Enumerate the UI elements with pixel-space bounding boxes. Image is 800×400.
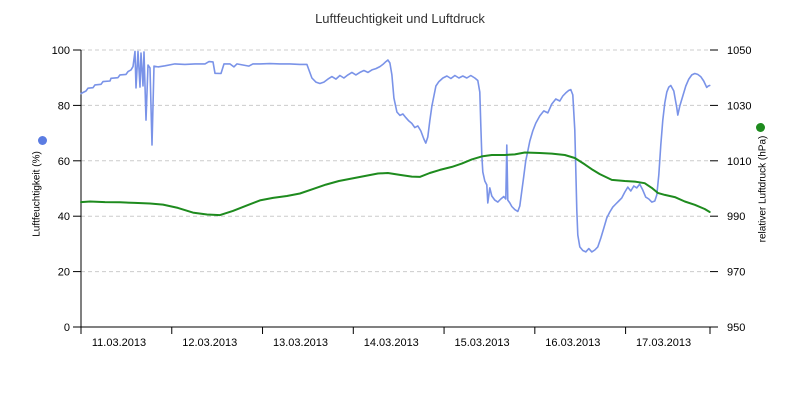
left-tick-label: 0 — [64, 322, 70, 334]
x-tick-label: 11.03.2013 — [92, 337, 146, 349]
x-tick-label: 12.03.2013 — [182, 337, 237, 349]
right-tick-label: 1050 — [727, 45, 751, 57]
right-tick-label: 1010 — [727, 156, 751, 168]
x-tick-label: 15.03.2013 — [455, 337, 510, 349]
left-tick-label: 80 — [58, 100, 70, 112]
right-tick-label: 1030 — [727, 100, 751, 112]
left-tick-label: 40 — [58, 211, 70, 223]
right-tick-label: 990 — [727, 211, 745, 223]
chart-title: Luftfeuchtigkeit und Luftdruck — [315, 11, 485, 26]
left-tick-label: 100 — [52, 45, 70, 57]
right-tick-label: 970 — [727, 267, 745, 279]
humidity-legend-dot — [38, 136, 47, 145]
humidity-line — [80, 50, 711, 253]
x-tick-label: 13.03.2013 — [273, 337, 328, 349]
left-tick-label: 60 — [58, 156, 70, 168]
pressure-legend-dot — [756, 123, 765, 132]
x-tick-label: 16.03.2013 — [545, 337, 600, 349]
right-tick-label: 950 — [727, 322, 745, 334]
x-tick-label: 17.03.2013 — [636, 337, 691, 349]
x-tick-label: 14.03.2013 — [364, 337, 419, 349]
pressure-line — [80, 151, 711, 217]
left-tick-label: 20 — [58, 267, 70, 279]
